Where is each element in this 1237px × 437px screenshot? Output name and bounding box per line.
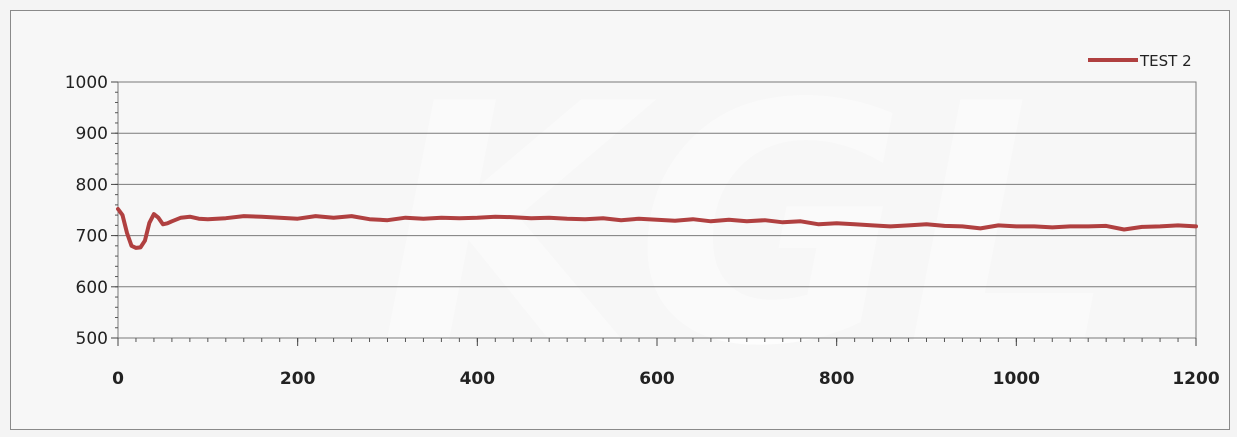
data-point bbox=[134, 246, 138, 250]
data-point bbox=[960, 224, 964, 228]
y-tick-label: 600 bbox=[76, 278, 108, 298]
data-point bbox=[1176, 223, 1180, 227]
data-point bbox=[853, 222, 857, 226]
data-point bbox=[152, 212, 156, 216]
data-point bbox=[529, 216, 533, 220]
data-point bbox=[1050, 225, 1054, 229]
data-point bbox=[296, 217, 300, 221]
plot-background bbox=[117, 81, 1197, 339]
data-point bbox=[565, 217, 569, 221]
y-tick-label: 700 bbox=[76, 227, 108, 247]
x-tick-label: 200 bbox=[280, 369, 316, 389]
legend: TEST 2 bbox=[1088, 52, 1192, 70]
data-point bbox=[332, 216, 336, 220]
data-point bbox=[179, 216, 183, 220]
data-point bbox=[978, 226, 982, 230]
data-point bbox=[125, 231, 129, 235]
data-point bbox=[161, 222, 165, 226]
data-point bbox=[583, 217, 587, 221]
data-point bbox=[942, 224, 946, 228]
x-tick-label: 1200 bbox=[1172, 369, 1219, 389]
data-point bbox=[547, 216, 551, 220]
data-point bbox=[1104, 224, 1108, 228]
data-point bbox=[1068, 224, 1072, 228]
data-point bbox=[170, 219, 174, 223]
data-point bbox=[1122, 227, 1126, 231]
y-tick-label: 500 bbox=[76, 329, 108, 349]
data-point bbox=[925, 222, 928, 226]
data-point bbox=[781, 220, 785, 224]
data-point bbox=[996, 223, 1000, 227]
data-point bbox=[439, 216, 443, 220]
y-tick-label: 1000 bbox=[65, 73, 108, 93]
legend-label: TEST 2 bbox=[1139, 52, 1192, 70]
data-point bbox=[260, 215, 264, 219]
data-point bbox=[156, 216, 160, 220]
data-point bbox=[242, 214, 246, 218]
data-point bbox=[1086, 224, 1090, 228]
data-point bbox=[386, 218, 389, 222]
data-point bbox=[619, 218, 623, 222]
data-point bbox=[817, 222, 821, 226]
x-tick-label: 400 bbox=[460, 369, 496, 389]
data-point bbox=[350, 214, 354, 218]
data-point bbox=[493, 215, 497, 219]
plot-area: 500 600 700 800 900 1000 0 200 400 600 800 1000 1200 bbox=[65, 73, 1220, 389]
data-point bbox=[655, 218, 659, 222]
data-point bbox=[745, 219, 749, 223]
data-point bbox=[637, 217, 641, 221]
data-point bbox=[165, 221, 169, 225]
data-point bbox=[368, 217, 372, 221]
data-point bbox=[314, 214, 318, 218]
data-point bbox=[1140, 225, 1144, 229]
x-tick-label: 1000 bbox=[993, 369, 1040, 389]
data-point bbox=[1032, 224, 1036, 228]
data-point bbox=[206, 217, 210, 221]
data-point bbox=[871, 223, 875, 227]
data-point bbox=[120, 213, 124, 217]
x-tick-label: 0 bbox=[112, 369, 124, 389]
data-point bbox=[475, 216, 479, 220]
data-point bbox=[763, 218, 767, 222]
y-tick-label: 900 bbox=[76, 124, 108, 144]
data-point bbox=[1158, 224, 1162, 228]
data-point bbox=[403, 216, 407, 220]
data-point bbox=[601, 216, 605, 220]
data-point bbox=[116, 207, 120, 211]
data-point bbox=[138, 245, 142, 249]
data-point bbox=[224, 216, 228, 220]
x-tick-label: 600 bbox=[639, 369, 675, 389]
data-point bbox=[278, 216, 282, 220]
data-point bbox=[1194, 224, 1198, 228]
data-point bbox=[511, 215, 515, 219]
data-point bbox=[129, 244, 133, 248]
data-point bbox=[457, 216, 461, 220]
data-point bbox=[889, 224, 893, 228]
data-point bbox=[421, 217, 425, 221]
data-point bbox=[835, 221, 839, 225]
data-point bbox=[799, 219, 803, 223]
x-tick-label: 800 bbox=[819, 369, 855, 389]
data-point bbox=[691, 217, 695, 221]
data-point bbox=[1014, 224, 1018, 228]
data-point bbox=[727, 218, 731, 222]
data-point bbox=[709, 219, 713, 223]
y-tick-label: 800 bbox=[76, 175, 108, 195]
data-point bbox=[673, 219, 677, 223]
data-point bbox=[907, 223, 911, 227]
data-point bbox=[143, 239, 147, 243]
data-point bbox=[147, 221, 151, 225]
data-point bbox=[197, 217, 201, 221]
data-point bbox=[188, 215, 192, 219]
